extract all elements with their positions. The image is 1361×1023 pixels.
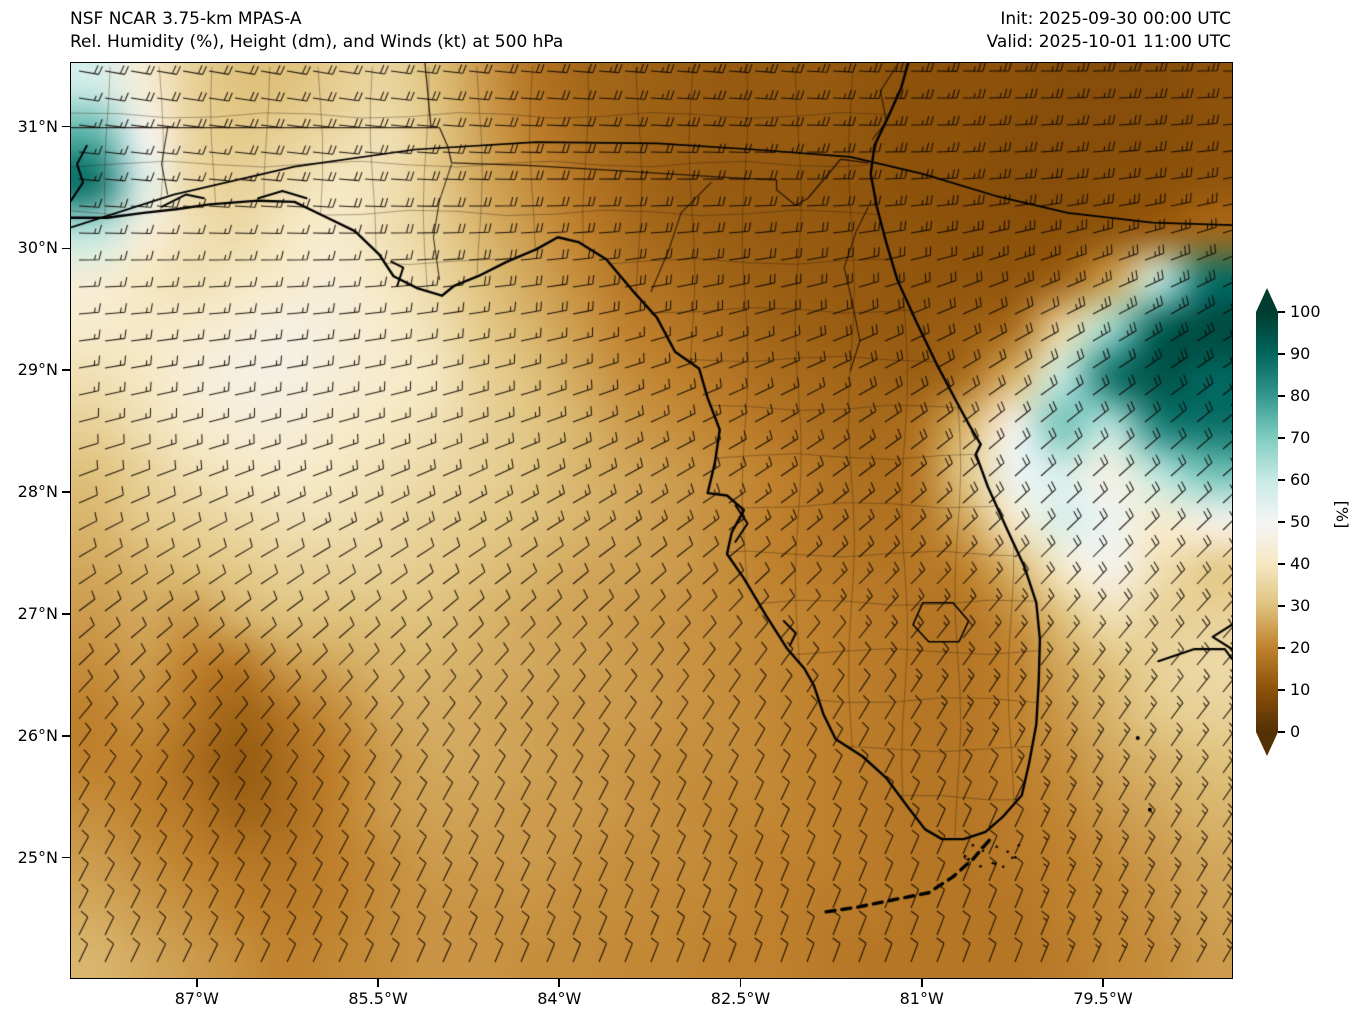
colorbar-arrow-bottom	[1256, 732, 1278, 756]
colorbar-tick-mark	[1278, 731, 1285, 733]
y-tick-mark	[62, 125, 70, 128]
colorbar-tick-label: 30	[1290, 596, 1311, 615]
colorbar-tick-label: 0	[1290, 722, 1301, 741]
x-tick-label: 81°W	[899, 989, 944, 1008]
colorbar-tick-label: 70	[1290, 428, 1311, 447]
colorbar-tick-label: 100	[1290, 302, 1321, 321]
colorbar-tick-label: 60	[1290, 470, 1311, 489]
colorbar-gradient	[1256, 312, 1278, 732]
colorbar-unit-label: [%]	[1332, 500, 1352, 529]
x-tick-mark	[377, 978, 379, 987]
colorbar-tick-label: 20	[1290, 638, 1311, 657]
colorbar-tick-mark	[1278, 521, 1285, 523]
x-tick-label: 84°W	[537, 989, 582, 1008]
colorbar-tick-mark	[1278, 437, 1285, 439]
x-tick-mark	[739, 978, 742, 987]
x-tick-label: 79.5°W	[1073, 989, 1133, 1008]
y-tick-label: 26°N	[17, 725, 58, 745]
y-tick-mark	[62, 247, 70, 250]
colorbar-tick-mark	[1278, 689, 1285, 691]
colorbar-tick-label: 50	[1290, 512, 1311, 531]
colorbar-tick-mark	[1278, 395, 1285, 397]
colorbar-tick-mark	[1278, 353, 1285, 355]
x-tick-label: 87°W	[174, 989, 219, 1008]
valid-time: Valid: 2025-10-01 11:00 UTC	[986, 32, 1231, 52]
x-tick-mark	[920, 978, 923, 987]
x-tick-label: 85.5°W	[348, 989, 408, 1008]
colorbar-tick-mark	[1278, 647, 1285, 649]
y-tick-mark	[62, 856, 70, 859]
x-tick-mark	[196, 978, 198, 987]
y-tick-mark	[62, 613, 70, 615]
colorbar-tick-label: 80	[1290, 386, 1311, 405]
y-tick-mark	[62, 369, 70, 372]
chart-title: NSF NCAR 3.75-km MPAS-A	[70, 9, 302, 29]
map-frame	[70, 62, 1233, 979]
colorbar-tick-label: 40	[1290, 554, 1311, 573]
colorbar-tick-mark	[1278, 563, 1285, 565]
y-tick-mark	[62, 734, 70, 737]
colorbar-tick-mark	[1278, 605, 1285, 607]
chart-subtitle: Rel. Humidity (%), Height (dm), and Wind…	[70, 32, 564, 52]
colorbar-tick-label: 10	[1290, 680, 1311, 699]
y-tick-label: 30°N	[17, 238, 58, 258]
y-tick-label: 25°N	[17, 847, 58, 867]
colorbar-tick-label: 90	[1290, 344, 1311, 363]
x-tick-mark	[558, 978, 561, 987]
colorbar-arrow-top	[1256, 288, 1278, 312]
init-time: Init: 2025-09-30 00:00 UTC	[1000, 9, 1231, 29]
colorbar-tick-mark	[1278, 311, 1285, 313]
colorbar-tick-mark	[1278, 479, 1285, 481]
y-tick-mark	[62, 491, 70, 493]
y-tick-label: 27°N	[17, 603, 58, 623]
x-tick-label: 82.5°W	[710, 989, 771, 1008]
y-tick-label: 29°N	[17, 360, 58, 380]
map-canvas	[71, 63, 1232, 978]
y-tick-label: 31°N	[17, 116, 58, 136]
y-tick-label: 28°N	[17, 482, 58, 502]
x-tick-mark	[1102, 978, 1104, 987]
